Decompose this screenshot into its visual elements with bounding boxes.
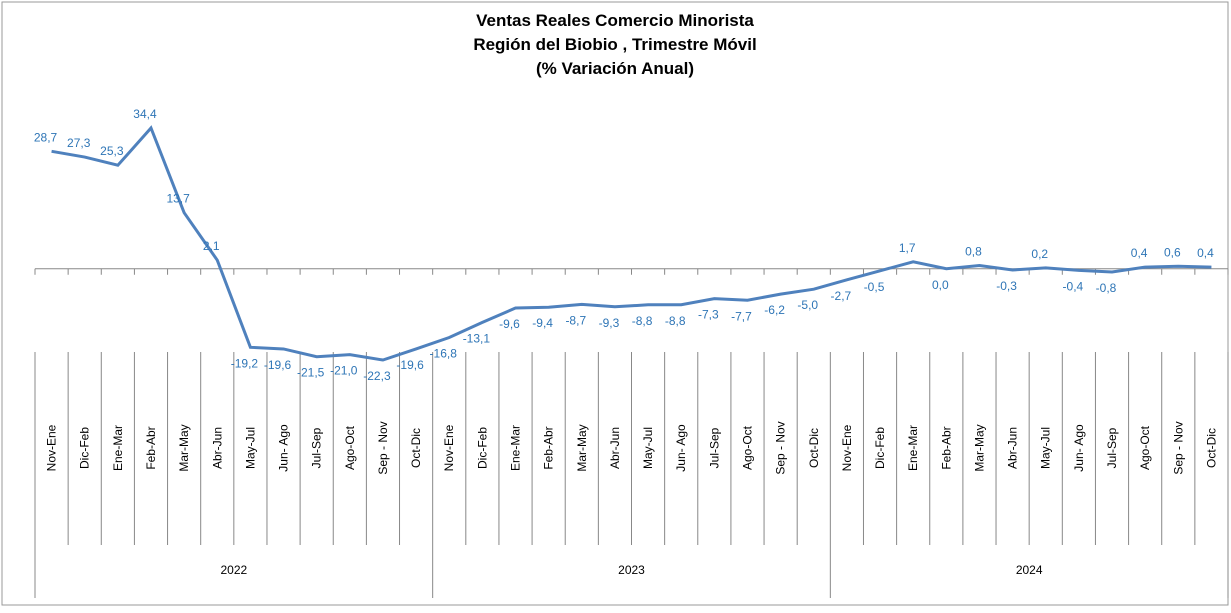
- data-label: -21,5: [297, 366, 325, 380]
- x-tick-label: Jul-Sep: [707, 427, 721, 468]
- data-label: -22,3: [363, 369, 391, 383]
- x-tick-label: May-Jul: [243, 427, 257, 469]
- x-tick-label: Dic-Feb: [475, 427, 489, 469]
- x-tick-label: Sep - Nov: [376, 421, 390, 474]
- data-label: -8,7: [565, 313, 586, 327]
- data-label: -21,0: [330, 364, 358, 378]
- chart-title: (% Variación Anual): [536, 59, 694, 78]
- x-tick-label: Jun- Ago: [1072, 424, 1086, 472]
- x-tick-label: Oct-Dic: [1204, 428, 1218, 468]
- data-label: 28,7: [34, 130, 58, 144]
- data-label: -5,0: [797, 298, 818, 312]
- chart-title: Ventas Reales Comercio Minorista: [476, 11, 754, 30]
- data-label: -9,3: [599, 316, 620, 330]
- data-label: 27,3: [67, 136, 91, 150]
- data-label: -13,1: [463, 331, 491, 345]
- data-label: -8,8: [665, 314, 686, 328]
- x-tick-label: May-Jul: [1039, 427, 1053, 469]
- data-label: 0,8: [965, 244, 982, 258]
- x-tick-label: Mar-May: [575, 424, 589, 471]
- x-tick-label: Nov-Ene: [442, 424, 456, 471]
- x-tick-label: Dic-Feb: [78, 427, 92, 469]
- data-label: 0,0: [932, 278, 949, 292]
- x-tick-label: Nov-Ene: [45, 424, 59, 471]
- data-label: 25,3: [100, 144, 124, 158]
- x-tick-label: Ene-Mar: [509, 425, 523, 471]
- data-label: -0,5: [864, 280, 885, 294]
- chart-title: Región del Biobio , Trimestre Móvil: [473, 35, 756, 54]
- x-tick-label: Feb-Abr: [144, 426, 158, 469]
- data-label: -7,7: [731, 309, 752, 323]
- data-label: 34,4: [133, 107, 157, 121]
- data-label: 1,7: [899, 241, 916, 255]
- x-tick-label: Jul-Sep: [1105, 427, 1119, 468]
- data-label: -8,8: [632, 314, 653, 328]
- x-tick-label: Ene-Mar: [906, 425, 920, 471]
- data-label: -19,6: [396, 358, 424, 372]
- x-tick-label: Abr-Jun: [1006, 427, 1020, 469]
- x-tick-label: Jul-Sep: [310, 427, 324, 468]
- x-tick-label: Ene-Mar: [111, 425, 125, 471]
- group-label: 2022: [220, 563, 247, 577]
- x-tick-label: Ago-Oct: [343, 425, 357, 470]
- data-label: 0,4: [1197, 246, 1214, 260]
- x-tick-label: Abr-Jun: [608, 427, 622, 469]
- x-tick-label: Sep - Nov: [774, 421, 788, 474]
- data-label: -0,8: [1096, 281, 1117, 295]
- data-label: -7,3: [698, 308, 719, 322]
- group-label: 2024: [1016, 563, 1043, 577]
- x-tick-label: May-Jul: [641, 427, 655, 469]
- data-label: 0,2: [1031, 247, 1048, 261]
- data-label: -0,4: [1063, 279, 1084, 293]
- data-label: -9,4: [532, 316, 553, 330]
- data-label: 0,6: [1164, 245, 1181, 259]
- x-tick-label: Jun- Ago: [277, 424, 291, 472]
- x-tick-label: Feb-Abr: [542, 426, 556, 469]
- x-tick-label: Dic-Feb: [873, 427, 887, 469]
- data-label: 2,1: [203, 239, 220, 253]
- data-label: -0,3: [996, 279, 1017, 293]
- x-tick-label: Abr-Jun: [210, 427, 224, 469]
- data-label: -6,2: [764, 303, 785, 317]
- x-tick-label: Ago-Oct: [1138, 425, 1152, 470]
- data-label: -19,6: [264, 358, 292, 372]
- x-tick-label: Oct-Dic: [807, 428, 821, 468]
- x-tick-label: Mar-May: [972, 424, 986, 471]
- data-label: 0,4: [1131, 246, 1148, 260]
- x-tick-label: Oct-Dic: [409, 428, 423, 468]
- x-tick-label: Mar-May: [177, 424, 191, 471]
- data-line: [51, 125, 1212, 362]
- x-tick-label: Jun- Ago: [674, 424, 688, 472]
- x-tick-label: Sep - Nov: [1171, 421, 1185, 474]
- data-label: -2,7: [831, 289, 852, 303]
- x-tick-label: Ago-Oct: [740, 425, 754, 470]
- x-tick-label: Nov-Ene: [840, 424, 854, 471]
- data-label: -9,6: [499, 317, 520, 331]
- data-label: -16,8: [430, 346, 458, 360]
- x-tick-label: Feb-Abr: [939, 426, 953, 469]
- data-label: -19,2: [231, 356, 259, 370]
- data-label: 13,7: [166, 192, 190, 206]
- group-label: 2023: [618, 563, 645, 577]
